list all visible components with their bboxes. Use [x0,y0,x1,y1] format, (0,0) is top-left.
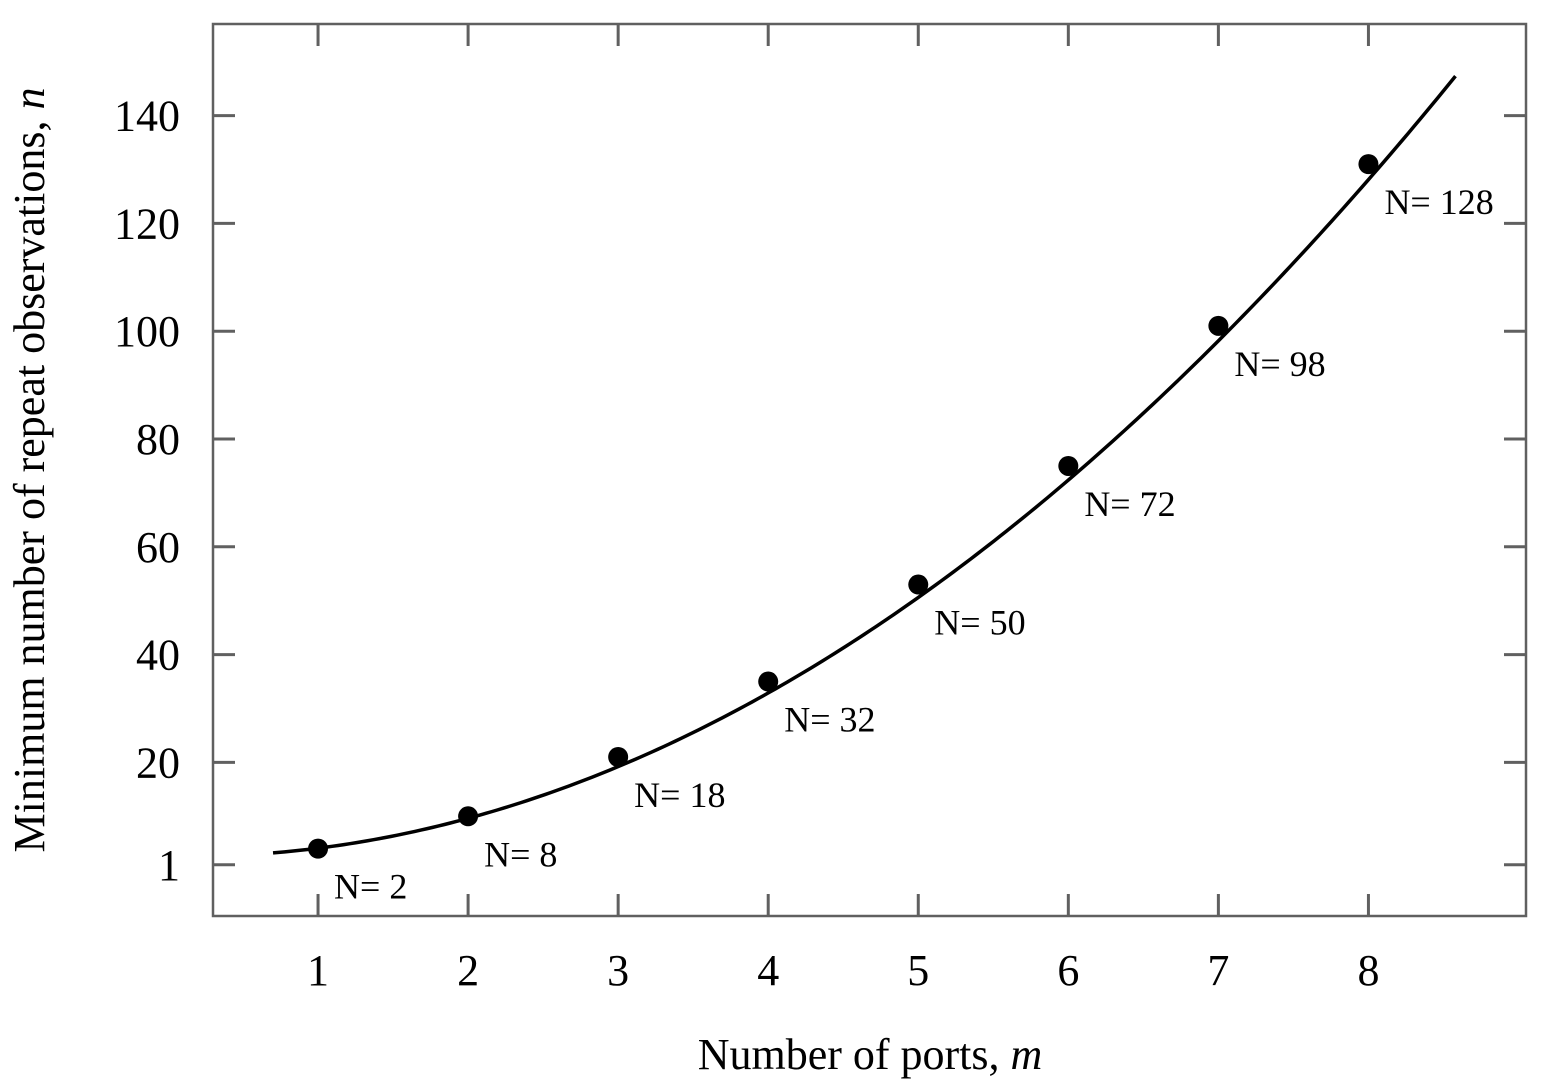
y-tick-label: 40 [136,631,180,680]
x-tick-label: 4 [757,946,779,995]
data-label: N= 72 [1084,484,1175,524]
x-tick-label: 2 [457,946,479,995]
data-point [1358,154,1379,175]
y-tick-label: 120 [114,199,180,248]
y-tick-label: 140 [114,92,180,141]
data-points [308,154,1379,859]
y-tick-label: 100 [114,307,180,356]
data-point [308,838,329,859]
data-label: N= 2 [334,867,407,907]
data-point [608,747,629,768]
x-tick-label: 7 [1207,946,1229,995]
data-point [1058,455,1079,476]
data-label: N= 18 [634,775,725,815]
data-point [908,574,929,595]
data-label: N= 128 [1384,182,1493,222]
y-tick-label: 80 [136,415,180,464]
data-label: N= 8 [484,834,557,874]
y-axis-label: Minimum number of repeat observations, n [5,88,54,853]
data-labels: N= 2 N= 8 N= 18 N= 32 N= 50 N= 72 N= 98 N= 128 [334,182,1494,906]
x-tick-label: 6 [1057,946,1079,995]
data-point [758,671,779,692]
y-tick-label: 60 [136,523,180,572]
data-label: N= 32 [784,700,875,740]
data-point [458,806,479,827]
x-tick-labels: 1 2 3 4 5 6 7 8 [307,946,1379,995]
x-tick-label: 8 [1357,946,1379,995]
x-axis-label: Number of ports, m [698,1030,1043,1079]
x-tick-label: 3 [607,946,629,995]
data-label: N= 98 [1234,344,1325,384]
data-label: N= 50 [934,603,1025,643]
x-tick-label: 5 [907,946,929,995]
y-ticks [213,114,1526,867]
data-point [1208,315,1229,336]
x-tick-label: 1 [307,946,329,995]
y-tick-label: 1 [158,841,180,890]
plot-frame [211,22,1528,918]
y-tick-label: 20 [136,738,180,787]
x-ticks [316,24,1370,916]
